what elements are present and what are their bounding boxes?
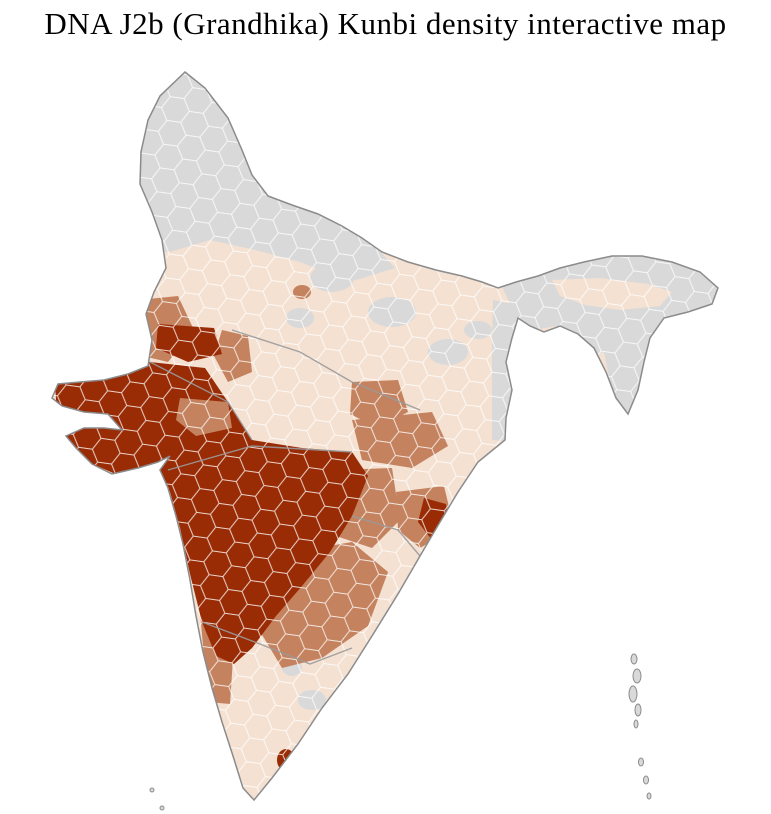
andaman-nicobar-islands[interactable]	[628, 653, 652, 800]
island[interactable]	[643, 775, 649, 785]
state-border-line	[167, 445, 353, 471]
island[interactable]	[159, 805, 165, 811]
island[interactable]	[646, 792, 652, 800]
island[interactable]	[634, 703, 642, 717]
lakshadweep-islands[interactable]	[149, 787, 165, 811]
island[interactable]	[630, 653, 638, 665]
state-border-line	[351, 515, 421, 557]
map-region-saurashtra-patch[interactable]	[92, 488, 132, 516]
state-borders	[149, 329, 421, 665]
page-title: DNA J2b (Grandhika) Kunbi density intera…	[44, 6, 727, 41]
state-border-line	[231, 329, 421, 411]
island[interactable]	[628, 685, 638, 703]
island[interactable]	[632, 668, 642, 684]
state-border-line	[201, 621, 353, 665]
island[interactable]	[633, 719, 639, 729]
state-border-line	[149, 361, 253, 441]
island[interactable]	[149, 787, 155, 793]
island[interactable]	[638, 757, 644, 767]
